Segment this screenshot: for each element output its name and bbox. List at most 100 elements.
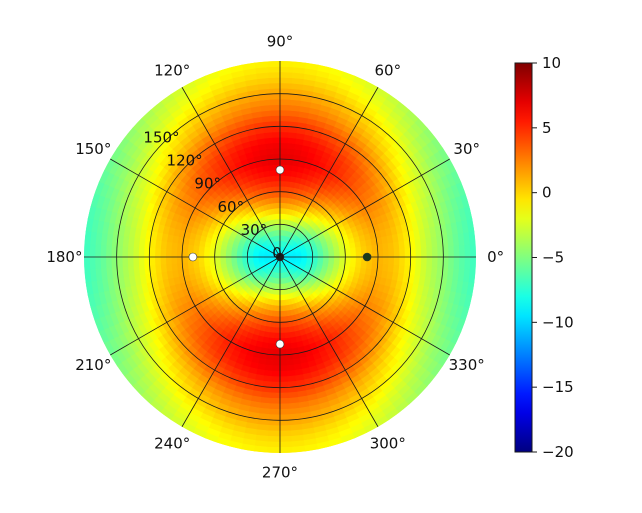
heat-cell <box>275 321 281 329</box>
heat-cell <box>279 354 288 361</box>
heat-cell <box>268 169 275 177</box>
heat-cell <box>334 256 341 262</box>
heat-cell <box>328 256 335 261</box>
heat-cell <box>203 251 210 258</box>
heat-cell <box>437 245 444 258</box>
theta-tick-label: 240° <box>154 435 190 453</box>
heat-cell <box>265 148 274 155</box>
heat-cell <box>267 77 281 84</box>
heat-cell <box>272 354 281 361</box>
heat-cell <box>165 249 172 258</box>
heat-cell <box>266 61 281 68</box>
heat-cell <box>268 82 281 89</box>
r-tick-label: 150° <box>143 129 179 147</box>
heat-cell <box>219 248 227 254</box>
heat-cell <box>279 370 289 378</box>
heat-cell <box>279 435 293 443</box>
heat-cell <box>270 109 281 117</box>
heat-cell <box>273 349 281 356</box>
heat-cell <box>279 446 294 453</box>
theta-tick-label: 180° <box>46 248 82 266</box>
heat-cell <box>276 305 281 312</box>
heat-cell <box>267 430 281 437</box>
theta-tick-label: 300° <box>370 435 406 453</box>
heat-cell <box>464 244 471 258</box>
heat-cell <box>404 248 411 258</box>
colorbar-tick-label: −10 <box>542 313 574 331</box>
heat-cell <box>426 256 433 268</box>
heat-cell <box>270 321 277 328</box>
heat-cell <box>94 256 102 270</box>
heat-cell <box>344 256 352 262</box>
theta-tick-label: 90° <box>267 32 294 50</box>
heat-cell <box>279 327 286 334</box>
heat-cell <box>127 246 134 258</box>
heat-cell <box>275 185 281 193</box>
heat-cell <box>198 246 205 253</box>
colorbar-tick-label: 0 <box>542 184 552 202</box>
heat-cell <box>344 260 351 267</box>
heat-cell <box>154 248 161 258</box>
heat-cell <box>279 365 288 372</box>
marker-point <box>275 339 285 349</box>
heat-cell <box>269 326 276 334</box>
heat-cell <box>121 246 129 258</box>
heat-cell <box>292 445 306 453</box>
heat-cell <box>404 256 411 266</box>
heat-cell <box>286 359 295 366</box>
heat-cell <box>84 269 92 283</box>
heat-cell <box>275 316 281 323</box>
theta-tick-label: 330° <box>449 356 485 374</box>
heat-cell <box>143 256 150 267</box>
heat-cell <box>138 247 145 258</box>
r-tick-label: 120° <box>167 152 203 170</box>
heat-cell <box>165 256 172 265</box>
heat-cell <box>279 147 288 155</box>
heat-cell <box>317 256 324 261</box>
heat-cell <box>410 256 417 267</box>
r-tick-label: 0 <box>272 244 282 262</box>
heat-cell <box>333 260 341 266</box>
heat-cell <box>279 180 286 187</box>
heat-cell <box>176 249 183 258</box>
theta-tick-label: 30° <box>453 140 480 158</box>
heat-cell <box>283 196 289 204</box>
heat-cell <box>350 256 357 263</box>
heat-cell <box>279 381 289 388</box>
heat-cell <box>272 142 281 149</box>
heat-cell <box>393 256 401 266</box>
heat-cell <box>89 244 96 258</box>
heat-cell <box>176 256 183 265</box>
heat-cell <box>100 256 107 270</box>
heat-cell <box>89 256 96 270</box>
heat-cell <box>264 364 274 372</box>
heat-cell <box>84 231 92 245</box>
heat-cell <box>132 256 140 267</box>
heat-cell <box>382 263 389 272</box>
heat-cell <box>279 109 290 117</box>
heat-cell <box>143 247 150 258</box>
heat-cell <box>271 376 281 383</box>
heat-cell <box>264 142 274 150</box>
heat-cell <box>187 244 194 252</box>
heat-cell <box>366 244 373 252</box>
heat-cell <box>269 98 281 106</box>
heat-cell <box>181 256 188 264</box>
heat-cell <box>266 158 275 166</box>
heat-cell <box>276 294 281 301</box>
marker-point <box>188 252 198 262</box>
theta-tick-label: 0° <box>487 248 504 266</box>
heat-cell <box>171 242 178 251</box>
heat-cell <box>285 164 293 171</box>
heat-cell <box>116 245 123 258</box>
heat-cell <box>236 253 243 258</box>
heat-cell <box>149 256 156 266</box>
heat-cell <box>387 263 395 273</box>
heat-cell <box>272 365 281 372</box>
heat-cell <box>121 256 129 268</box>
heat-cell <box>275 191 281 198</box>
heat-cell <box>105 245 112 258</box>
heat-cell <box>350 251 357 258</box>
heat-cell <box>372 256 379 264</box>
